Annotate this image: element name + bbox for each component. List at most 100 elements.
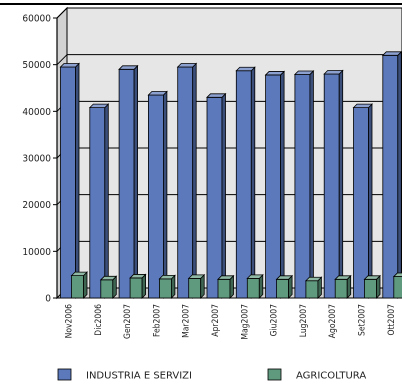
bar-agricoltura-front bbox=[100, 279, 114, 299]
bar-agricoltura-top bbox=[187, 274, 206, 279]
bar-industria-servizi-top bbox=[206, 93, 227, 98]
legend-label: AGRICOLTURA bbox=[296, 371, 366, 382]
bar-industria-servizi-side bbox=[162, 90, 168, 299]
bar-agricoltura bbox=[99, 275, 118, 299]
bar-industria-servizi-side bbox=[75, 62, 80, 299]
bar-industria-servizi bbox=[264, 70, 286, 299]
bar-agricoltura-front bbox=[364, 278, 377, 299]
bar-agricoltura-top bbox=[246, 274, 264, 279]
bar-industria-servizi bbox=[323, 69, 344, 299]
bar-industria-servizi bbox=[88, 103, 110, 299]
bar-industria-servizi-front bbox=[353, 107, 369, 299]
bar-industria-servizi-top bbox=[264, 71, 286, 76]
x-tick-label: Gen2007 bbox=[123, 304, 133, 339]
bar-agricoltura-top bbox=[334, 275, 352, 280]
bar-industria-servizi bbox=[118, 64, 139, 299]
bar-industria-servizi-front bbox=[118, 68, 135, 299]
bar-agricoltura-front bbox=[188, 277, 202, 299]
bar-agricoltura-front bbox=[276, 278, 290, 299]
bar-industria-servizi bbox=[352, 103, 373, 299]
bar-industria-servizi-front bbox=[177, 66, 194, 299]
bar-agricoltura-top bbox=[275, 275, 294, 280]
bar-agricoltura bbox=[304, 276, 323, 299]
bar-industria-servizi-side bbox=[280, 70, 285, 299]
x-tick-label: Dic2006 bbox=[94, 304, 104, 336]
bar-industria-servizi-front bbox=[235, 70, 252, 299]
x-tick-label: Apr2007 bbox=[211, 304, 221, 337]
bar-industria-servizi bbox=[206, 92, 227, 299]
bar-industria-servizi-side bbox=[309, 70, 314, 299]
bar-industria-servizi-top bbox=[118, 65, 139, 70]
bar-agricoltura bbox=[363, 274, 381, 299]
bar-industria-servizi-side bbox=[133, 64, 139, 299]
bar-industria-servizi-front bbox=[382, 54, 399, 299]
bar-industria-servizi-side bbox=[368, 103, 373, 299]
bar-agricoltura-front bbox=[129, 277, 143, 299]
bar-agricoltura-top bbox=[158, 274, 176, 280]
x-tick-label: Ago2007 bbox=[328, 304, 338, 338]
bar-agricoltura bbox=[158, 274, 176, 299]
bar-agricoltura-front bbox=[334, 278, 348, 299]
bar-agricoltura-top bbox=[99, 275, 118, 281]
bar-industria-servizi-side bbox=[250, 66, 256, 299]
y-tick-label: 50000 bbox=[22, 60, 51, 71]
bar-industria-servizi-side bbox=[104, 103, 109, 299]
bar-agricoltura-front bbox=[158, 278, 172, 299]
bar-industria-servizi-top bbox=[352, 103, 373, 108]
bar-industria-servizi-side bbox=[397, 50, 402, 299]
bar-agricoltura bbox=[275, 274, 294, 299]
bar-agricoltura-front bbox=[71, 275, 84, 299]
bar-industria-servizi-side bbox=[221, 92, 226, 299]
bar-industria-servizi-side bbox=[192, 62, 197, 299]
bar-agricoltura-top bbox=[129, 274, 147, 279]
y-tick-label: 20000 bbox=[22, 200, 51, 211]
bar-industria-servizi bbox=[176, 62, 198, 299]
bar-industria-servizi bbox=[293, 70, 315, 299]
gridline-side bbox=[56, 7, 68, 19]
bar-industria-servizi-front bbox=[294, 74, 311, 299]
bar-industria-servizi bbox=[59, 62, 80, 299]
bar-agricoltura bbox=[392, 272, 402, 299]
bar-industria-servizi bbox=[147, 90, 168, 299]
bar-agricoltura bbox=[70, 271, 88, 299]
bar-industria-servizi-top bbox=[88, 103, 110, 108]
bar-industria-servizi-front bbox=[60, 66, 76, 299]
y-tick-label: 60000 bbox=[22, 14, 51, 25]
bar-industria-servizi-top bbox=[323, 70, 344, 75]
bar-industria-servizi-top bbox=[293, 70, 315, 75]
legend-swatch bbox=[57, 368, 72, 381]
bar-agricoltura bbox=[246, 273, 264, 299]
bar-agricoltura-front bbox=[217, 278, 231, 299]
bar-industria-servizi-front bbox=[89, 107, 106, 299]
bar-agricoltura bbox=[217, 274, 235, 299]
bar-agricoltura-top bbox=[70, 271, 88, 277]
bar-agricoltura-side bbox=[83, 271, 88, 299]
x-tick-label: Nov2006 bbox=[65, 304, 75, 339]
bar-industria-servizi-top bbox=[59, 63, 80, 68]
bar-industria-servizi-front bbox=[147, 94, 164, 299]
bar-industria-servizi-top bbox=[381, 51, 402, 56]
bar-agricoltura-top bbox=[363, 275, 381, 280]
x-tick-label: Mar2007 bbox=[182, 304, 192, 338]
bar-industria-servizi-top bbox=[147, 91, 168, 96]
bar-industria-servizi-side bbox=[338, 69, 344, 299]
bar-agricoltura-top bbox=[304, 276, 323, 282]
x-tick-label: Set2007 bbox=[358, 304, 368, 336]
bar-agricoltura-top bbox=[217, 275, 235, 280]
y-tick-label: 0 bbox=[45, 294, 51, 305]
bar-agricoltura-front bbox=[246, 277, 260, 299]
x-tick-label: Lug2007 bbox=[299, 304, 309, 337]
bar-agricoltura bbox=[187, 273, 206, 299]
bar-agricoltura bbox=[129, 273, 147, 299]
gridline-side bbox=[56, 54, 68, 66]
bar-industria-servizi-top bbox=[176, 63, 198, 68]
bar-agricoltura-front bbox=[393, 276, 402, 299]
y-tick-label: 40000 bbox=[22, 107, 51, 118]
y-tick-label: 30000 bbox=[22, 154, 51, 165]
bar-industria-servizi-front bbox=[265, 74, 282, 299]
legend-label: INDUSTRIA E SERVIZI bbox=[86, 371, 192, 382]
bar-agricoltura bbox=[334, 274, 352, 299]
legend-swatch bbox=[267, 368, 282, 381]
